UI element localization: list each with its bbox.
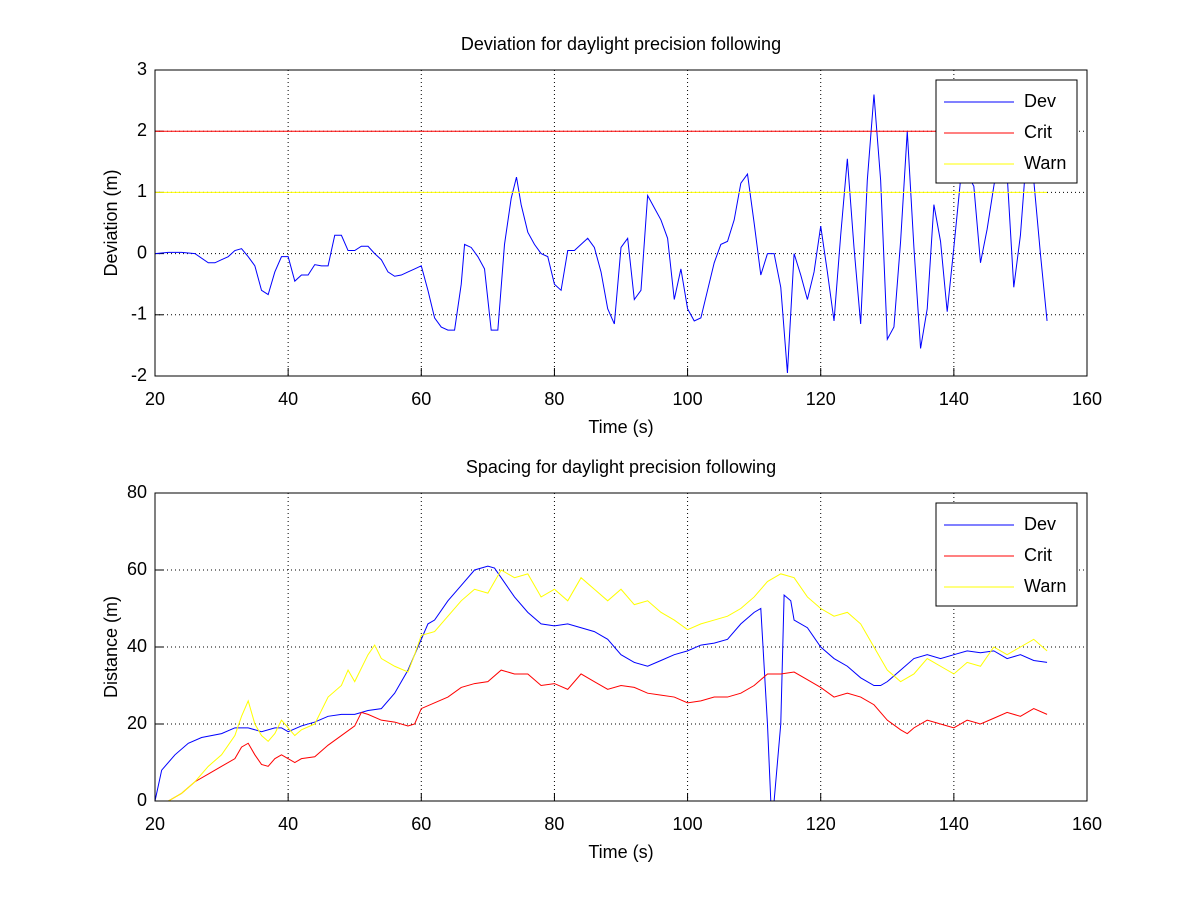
x-tick-label: 60	[411, 814, 431, 834]
x-tick-label: 140	[939, 814, 969, 834]
legend-label: Dev	[1024, 514, 1056, 534]
x-tick-label: 80	[544, 814, 564, 834]
y-axis-label: Deviation (m)	[101, 169, 121, 276]
x-tick-label: 40	[278, 389, 298, 409]
chart-title: Deviation for daylight precision followi…	[461, 34, 781, 54]
legend-box	[935, 79, 1078, 184]
data-line	[155, 569, 1048, 801]
x-axis-label: Time (s)	[588, 417, 653, 437]
y-tick-label: -1	[131, 304, 147, 324]
x-tick-label: 120	[806, 814, 836, 834]
x-tick-label: 160	[1072, 389, 1102, 409]
data-line	[155, 669, 1048, 801]
y-tick-label: 2	[137, 120, 147, 140]
x-tick-label: 140	[939, 389, 969, 409]
y-tick-label: 0	[137, 790, 147, 810]
legend-label: Dev	[1024, 91, 1056, 111]
y-tick-label: 3	[137, 59, 147, 79]
x-tick-label: 100	[673, 389, 703, 409]
data-line	[155, 565, 1048, 801]
y-tick-label: 0	[137, 242, 147, 262]
data-line	[155, 94, 1048, 373]
x-tick-label: 40	[278, 814, 298, 834]
plot-area	[155, 70, 1087, 376]
legend-label: Crit	[1024, 545, 1052, 565]
y-tick-label: 1	[137, 181, 147, 201]
x-tick-label: 20	[145, 814, 165, 834]
legend-label: Warn	[1024, 153, 1066, 173]
x-tick-label: 20	[145, 389, 165, 409]
x-tick-label: 80	[544, 389, 564, 409]
chart-title: Spacing for daylight precision following	[466, 457, 776, 477]
legend-box	[935, 502, 1078, 607]
subplot: 20 40 60 80 100 120 140 160 0 20 40 60 80 Spacing for…	[101, 457, 1102, 862]
x-tick-label: 160	[1072, 814, 1102, 834]
y-tick-label: -2	[131, 365, 147, 385]
y-tick-label: 80	[127, 482, 147, 502]
legend-label: Crit	[1024, 122, 1052, 142]
x-tick-label: 60	[411, 389, 431, 409]
axes-box	[154, 69, 1088, 377]
y-tick-label: 40	[127, 636, 147, 656]
y-tick-label: 60	[127, 559, 147, 579]
y-axis-label: Distance (m)	[101, 596, 121, 698]
x-axis-label: Time (s)	[588, 842, 653, 862]
subplot: 20 40 60 80 100 120 140 160 -2 -1 0 1 2 3 Deviation fo…	[101, 34, 1102, 437]
y-tick-label: 20	[127, 713, 147, 733]
x-tick-label: 120	[806, 389, 836, 409]
axes-box	[154, 492, 1088, 802]
legend-label: Warn	[1024, 576, 1066, 596]
x-tick-label: 100	[673, 814, 703, 834]
